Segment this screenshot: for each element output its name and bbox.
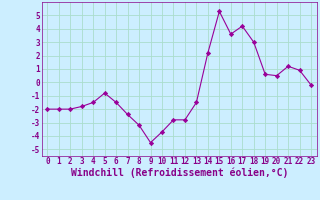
X-axis label: Windchill (Refroidissement éolien,°C): Windchill (Refroidissement éolien,°C) bbox=[70, 168, 288, 178]
